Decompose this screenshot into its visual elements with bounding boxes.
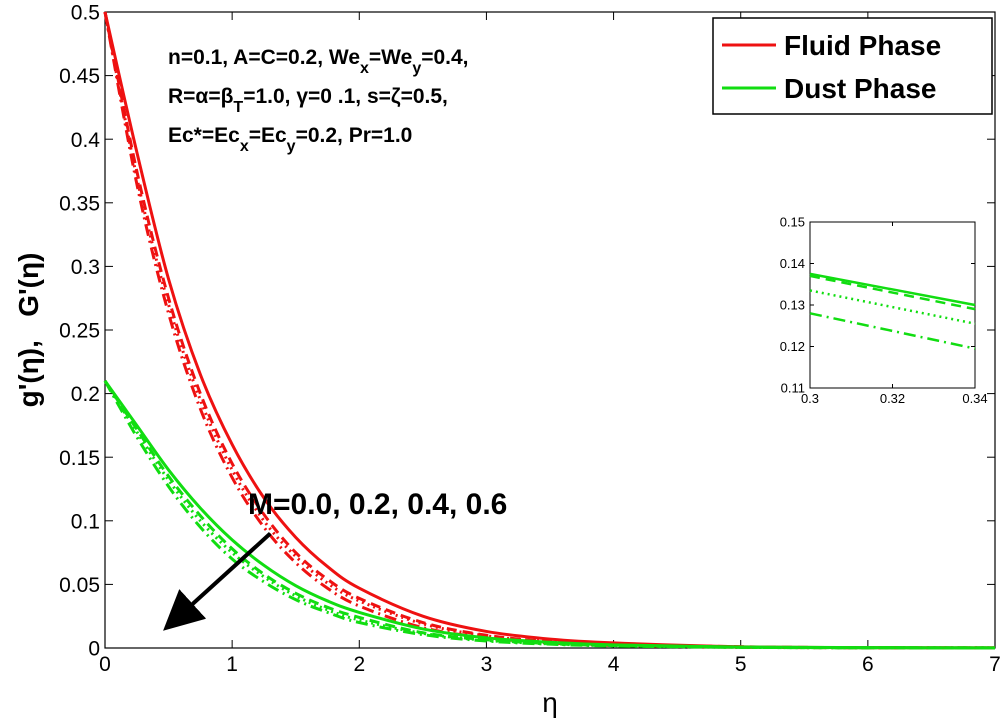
parameter-annotation: n=0.1, A=C=0.2, Wex=Wey=0.4, R=α=βT=1.0,… bbox=[168, 46, 469, 155]
x-tick-label: 5 bbox=[735, 653, 747, 676]
legend: Fluid Phase Dust Phase bbox=[712, 17, 993, 115]
m-arrow bbox=[163, 532, 272, 631]
series-dust-dashdot bbox=[103, 380, 996, 650]
series-dust-solid bbox=[809, 272, 976, 307]
y-tick-label: 0.4 bbox=[71, 129, 101, 152]
x-tick-label: 4 bbox=[608, 653, 620, 676]
y-tick-label: 0.12 bbox=[780, 339, 805, 354]
inset-plot-area bbox=[809, 221, 976, 389]
inset-axis-ticks: 0.3 0.32 0.34 0.11 0.12 0.13 0.14 0.15 bbox=[780, 215, 988, 406]
x-tick-label: 1 bbox=[226, 653, 238, 676]
x-tick-label: 0.32 bbox=[880, 391, 905, 406]
y-tick-label: 0.2 bbox=[71, 383, 100, 406]
y-tick-label: 0.45 bbox=[59, 65, 100, 88]
m-arrow-annotation: M=0.0, 0.2, 0.4, 0.6 bbox=[163, 488, 507, 631]
series-dust-dashdot bbox=[809, 312, 976, 350]
y-tick-label: 0.05 bbox=[59, 574, 100, 597]
series-fluid-dashdot bbox=[103, 11, 996, 650]
y-tick-label: 0.11 bbox=[781, 381, 805, 396]
y-tick-label: 0.13 bbox=[780, 298, 805, 313]
x-tick-label: 0 bbox=[99, 653, 111, 676]
x-tick-label: 0.34 bbox=[962, 391, 987, 406]
legend-label-fluid: Fluid Phase bbox=[784, 30, 941, 61]
inset-series bbox=[809, 272, 976, 350]
y-tick-label: 0.14 bbox=[780, 256, 805, 271]
legend-label-dust: Dust Phase bbox=[784, 73, 937, 104]
y-tick-label: 0.15 bbox=[59, 447, 100, 470]
x-tick-label: 2 bbox=[353, 653, 365, 676]
x-tick-label: 3 bbox=[481, 653, 493, 676]
y-tick-label: 0.1 bbox=[71, 510, 100, 533]
m-arrow-label: M=0.0, 0.2, 0.4, 0.6 bbox=[248, 488, 507, 521]
x-tick-label: 6 bbox=[862, 653, 874, 676]
series-dust-dotted bbox=[809, 289, 976, 325]
params-line-3: Ec*=Ecx=Ecy=0.2, Pr=1.0 bbox=[168, 124, 412, 155]
y-tick-label: 0 bbox=[88, 638, 100, 661]
params-line-1: n=0.1, A=C=0.2, Wex=Wey=0.4, bbox=[168, 46, 469, 77]
main-series bbox=[103, 11, 996, 650]
x-tick-label: 7 bbox=[989, 653, 1001, 676]
y-tick-label: 0.15 bbox=[780, 215, 805, 230]
x-tick-label: 0.3 bbox=[801, 391, 819, 406]
x-axis-label: η bbox=[542, 687, 558, 718]
series-dust-dashed bbox=[809, 274, 976, 311]
legend-box bbox=[712, 17, 993, 115]
main-axis-ticks: 0 1 2 3 4 5 6 7 0 0.05 0.1 0.15 0.2 0.25 0.3 0.35 0.4 0.4… bbox=[59, 2, 1001, 676]
y-axis-label: g'(η), G'(η) bbox=[13, 253, 44, 408]
inset-chart: 0.3 0.32 0.34 0.11 0.12 0.13 0.14 0.15 bbox=[780, 215, 988, 406]
y-tick-label: 0.5 bbox=[71, 2, 100, 25]
y-tick-label: 0.25 bbox=[59, 320, 100, 343]
params-line-2: R=α=βT=1.0, γ=0 .1, s=ζ=0.5, bbox=[168, 85, 448, 116]
y-tick-label: 0.3 bbox=[71, 256, 100, 279]
y-tick-label: 0.35 bbox=[59, 192, 100, 215]
